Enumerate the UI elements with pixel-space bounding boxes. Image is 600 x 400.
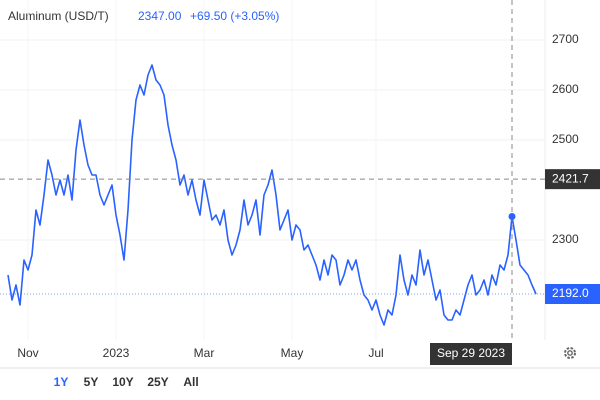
y-tick-label: 2600 xyxy=(552,82,579,96)
range-button[interactable]: 10Y xyxy=(112,375,133,389)
crosshair-y-label: 2421.7 xyxy=(552,171,589,185)
x-tick-label: Jul xyxy=(368,346,383,360)
x-tick-label: Mar xyxy=(194,346,215,360)
gear-teeth xyxy=(564,347,576,359)
range-button[interactable]: 5Y xyxy=(84,375,99,389)
gear-center xyxy=(567,350,573,356)
crosshair-x-label: Sep 29 2023 xyxy=(437,346,505,360)
last-price-label: 2192.0 xyxy=(552,286,589,300)
price: 2347.00 xyxy=(138,9,182,23)
price-line xyxy=(7,64,537,326)
hover-point xyxy=(508,213,516,220)
chart-title: Aluminum (USD/T) xyxy=(8,9,109,23)
x-tick-label: May xyxy=(281,346,304,360)
y-tick-label: 2500 xyxy=(552,132,579,146)
range-button[interactable]: 25Y xyxy=(147,375,168,389)
range-button[interactable]: 1Y xyxy=(54,375,69,389)
x-tick-label: 2023 xyxy=(103,346,130,360)
last-price-label-bg xyxy=(545,284,600,304)
settings-icon[interactable] xyxy=(564,347,576,359)
crosshair-y-label-bg xyxy=(545,169,600,190)
crosshair-x-label-bg xyxy=(430,343,512,365)
y-tick-label: 2300 xyxy=(552,232,579,246)
y-tick-label: 2700 xyxy=(552,32,579,46)
price-change: +69.50 (+3.05%) xyxy=(190,9,279,23)
range-button[interactable]: All xyxy=(183,375,198,389)
x-tick-label: Nov xyxy=(17,346,38,360)
